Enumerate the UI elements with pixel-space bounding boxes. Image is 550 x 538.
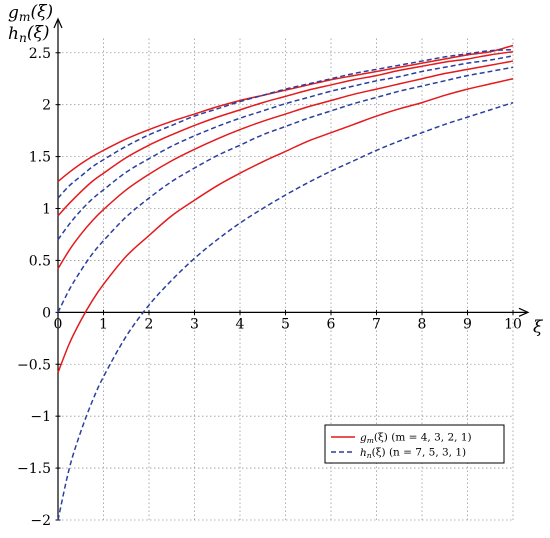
y-tick-label-9: 2.5 xyxy=(29,46,51,62)
y-tick-label-2: −1 xyxy=(30,409,51,425)
x-tick-label-10: 10 xyxy=(504,316,522,332)
x-tick-label-7: 7 xyxy=(372,316,381,332)
x-tick-label-8: 8 xyxy=(418,316,427,332)
y-axis-label-h: hn(ξ) xyxy=(8,23,49,45)
x-axis-arrow xyxy=(518,307,530,317)
series-lines xyxy=(57,44,514,521)
y-axis-label-g: gm(ξ) xyxy=(8,2,53,24)
y-tick-label-5: 0.5 xyxy=(29,253,51,269)
x-tick-label-3: 3 xyxy=(190,316,199,332)
series-g-m1 xyxy=(57,77,514,373)
y-tick-label-1: −1.5 xyxy=(17,461,51,477)
series-g-m2 xyxy=(57,60,514,270)
x-tick-label-6: 6 xyxy=(327,316,336,332)
y-tick-label-0: −2 xyxy=(30,513,51,529)
series-h-n7 xyxy=(57,48,514,199)
x-tick-label-9: 9 xyxy=(463,316,472,332)
axes xyxy=(53,17,530,521)
series-g-m3 xyxy=(57,50,514,217)
axis-labels: gm(ξ)hn(ξ) ξ xyxy=(8,2,544,338)
x-tick-label-5: 5 xyxy=(281,316,290,332)
x-tick-label-4: 4 xyxy=(236,316,245,332)
x-axis-label: ξ xyxy=(533,317,544,337)
y-tick-label-7: 1.5 xyxy=(29,150,51,166)
x-tick-label-2: 2 xyxy=(145,316,154,332)
legend-label-0: gm(ξ) (m = 4, 3, 2, 1) xyxy=(360,431,472,445)
x-tick-label-0: 0 xyxy=(54,316,63,332)
y-tick-label-4: 0 xyxy=(42,305,51,321)
legend: gm(ξ) (m = 4, 3, 2, 1)hn(ξ) (n = 7, 5, 3… xyxy=(324,424,505,464)
y-tick-label-8: 2 xyxy=(42,98,51,114)
y-axis-arrow xyxy=(53,17,63,29)
y-tick-label-3: −0.5 xyxy=(17,357,51,373)
series-h-n1 xyxy=(57,101,514,521)
tick-labels: 0 1 2 3 4 5 6 7 8 9 10 −2 −1.5 −1 −0.5 0 0.5 1 1.5 2 2.5 xyxy=(17,46,522,529)
legend-box xyxy=(324,424,505,464)
y-tick-label-6: 1 xyxy=(42,202,51,218)
series-h-n3 xyxy=(57,66,514,313)
series-h-n5 xyxy=(57,55,514,241)
legend-label-1: hn(ξ) (n = 7, 5, 3, 1) xyxy=(360,446,466,460)
x-tick-label-1: 1 xyxy=(99,316,108,332)
